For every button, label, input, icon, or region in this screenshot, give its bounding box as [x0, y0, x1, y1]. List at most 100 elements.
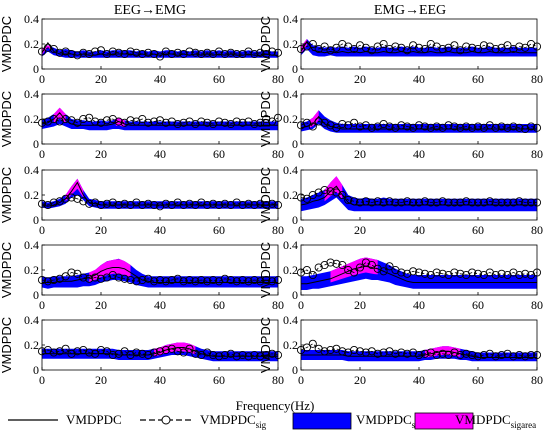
x-tick-label: 20	[354, 373, 366, 387]
sig-line	[300, 189, 537, 203]
sig-point	[462, 197, 471, 206]
sig-point	[468, 268, 477, 277]
sig-point	[403, 349, 412, 358]
sig-point	[179, 200, 188, 210]
sig-point	[450, 268, 459, 277]
x-tick-label: 60	[213, 147, 225, 161]
subplot-r2c1: VMDPDC 0 20 40 60 80 0 0.2 0.4	[0, 87, 284, 161]
legend-label: VMDPDCsig	[200, 412, 267, 430]
sig-point	[220, 274, 229, 283]
sig-point	[302, 118, 311, 127]
sig-point	[120, 199, 129, 208]
vmdpdc-line	[301, 265, 537, 285]
sig-point	[338, 119, 347, 129]
x-tick-label: 80	[531, 223, 543, 237]
y-tick-label: 0.4	[283, 313, 298, 327]
sig-point	[403, 197, 412, 206]
sig-point	[114, 48, 123, 57]
sig-point	[491, 270, 500, 280]
sig-point	[361, 348, 370, 357]
sig-point	[456, 350, 465, 360]
legend-item-3: VMDPDCstd	[292, 412, 423, 430]
sig-point	[244, 199, 253, 208]
sig-point	[209, 350, 218, 360]
subplot-r5c1: VMDPDC 0 20 40 60 80 0 0.2 0.4	[0, 313, 284, 387]
sig-point	[479, 350, 488, 360]
sig-point	[191, 277, 200, 286]
sig-point	[220, 118, 229, 127]
y-tick-label: 0.2	[283, 188, 298, 202]
sig-point	[373, 349, 382, 358]
sig-point	[67, 49, 76, 59]
sig-point	[468, 123, 477, 132]
legend-item-2: VMDPDCsig	[140, 412, 267, 430]
legend-label: VMDPDCsigarea	[455, 412, 536, 430]
sig-point	[126, 47, 135, 56]
sig-point	[414, 268, 424, 277]
sig-point	[326, 345, 335, 355]
vmdpdc-line	[300, 40, 537, 54]
sig-point	[414, 350, 424, 360]
x-tick-label: 20	[95, 298, 107, 312]
sig-point	[521, 43, 530, 52]
sig-point	[49, 348, 58, 357]
x-tick-label: 60	[213, 373, 225, 387]
y-axis-label: VMDPDC	[0, 16, 14, 72]
y-tick-label: 0.2	[24, 188, 39, 202]
sig-point	[379, 348, 388, 357]
sig-point	[191, 48, 200, 57]
sig-point	[491, 123, 500, 132]
sig-point	[391, 198, 400, 207]
sig-point	[250, 49, 259, 59]
sig-point	[203, 48, 212, 57]
subplot-r3c1: VMDPDC 0 20 40 60 80 0 0.2 0.4	[0, 163, 284, 237]
sig-point	[102, 116, 111, 125]
y-axis-label: VMDPDC	[258, 167, 273, 223]
subplot-r4c2: VMDPDC 0 20 40 60 80 0 0.2 0.4	[258, 238, 543, 312]
sig-point	[432, 350, 441, 360]
sig-point	[256, 277, 265, 286]
sig-point	[503, 41, 512, 50]
legend-item-4: VMDPDCsigarea	[414, 412, 536, 430]
sig-point	[155, 347, 165, 356]
x-tick-label: 40	[413, 147, 425, 161]
sig-point	[302, 343, 311, 352]
y-tick-label: 0.4	[24, 12, 39, 26]
sig-point	[373, 197, 382, 206]
sig-point	[132, 277, 141, 286]
sig-point	[326, 258, 335, 267]
sig-point	[96, 274, 106, 283]
sig-point	[308, 339, 317, 348]
sig-point	[179, 348, 188, 357]
sig-point	[473, 198, 483, 207]
sig-point	[409, 267, 418, 276]
sig-point	[515, 197, 524, 206]
sigarea-region	[65, 178, 84, 202]
sig-point	[43, 277, 52, 286]
sig-point	[179, 118, 188, 127]
sig-point	[302, 194, 311, 203]
legend-box-swatch	[414, 412, 474, 430]
sig-point	[414, 198, 424, 207]
x-tick-label: 80	[531, 298, 543, 312]
axes-frame	[41, 18, 279, 70]
sig-point	[473, 352, 483, 361]
sig-point	[515, 123, 524, 132]
sig-point	[397, 198, 406, 207]
y-tick-label: 0.2	[283, 112, 298, 126]
sig-point	[521, 198, 530, 207]
sig-point	[244, 352, 253, 361]
legend-label-subscript: sig	[256, 420, 267, 430]
x-tick-label: 40	[154, 298, 166, 312]
sig-point	[256, 199, 265, 208]
sig-point	[226, 275, 235, 285]
sig-point	[497, 269, 506, 278]
y-tick-label: 0	[33, 62, 39, 76]
sig-point	[503, 123, 512, 132]
sig-point	[73, 118, 82, 127]
sig-point	[355, 198, 365, 207]
sig-point	[262, 350, 271, 360]
sig-point	[350, 197, 359, 206]
